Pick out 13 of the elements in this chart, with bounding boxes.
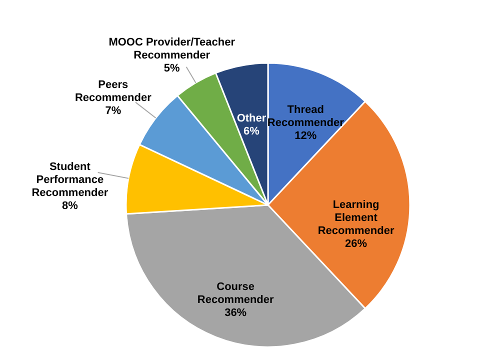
slice-label: Course Recommender	[197, 280, 275, 306]
data-label: 36%	[224, 306, 247, 319]
data-label: 26%	[345, 238, 368, 250]
data-label: 6%	[244, 126, 260, 138]
slice-label: Learning Element Recommender	[318, 199, 395, 237]
data-label: 7%	[105, 104, 122, 117]
slice-label: Peers Recommender	[74, 78, 152, 104]
slice-label: Other	[236, 112, 267, 125]
slice-label: Student Performance Recommender	[32, 161, 109, 200]
slice-label: MOOC Provider/Teacher Recommender	[108, 36, 236, 62]
data-label: 8%	[62, 200, 78, 212]
data-label: 5%	[164, 62, 180, 74]
data-label: 12%	[294, 130, 317, 142]
